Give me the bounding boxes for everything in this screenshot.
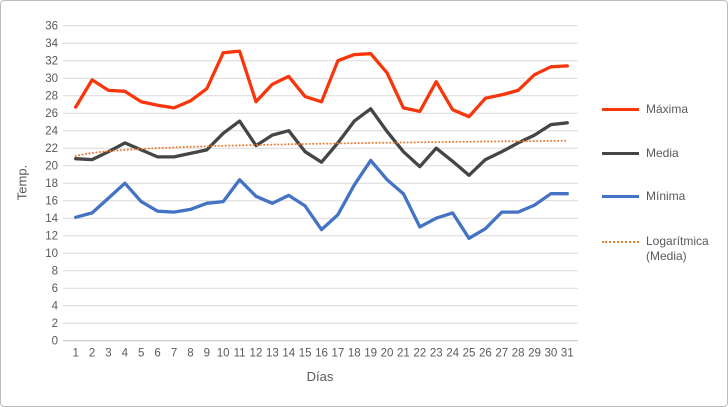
svg-text:13: 13 — [266, 348, 279, 360]
svg-text:21: 21 — [397, 348, 410, 360]
svg-text:7: 7 — [171, 348, 177, 360]
legend-label-maxima: Máxima — [646, 102, 689, 116]
svg-text:24: 24 — [446, 348, 459, 360]
legend-swatch-logaritmica-dotted-line — [602, 241, 639, 243]
legend-item-minima: Mínima — [602, 189, 726, 204]
legend-item-maxima: Máxima — [602, 102, 726, 117]
svg-text:28: 28 — [45, 91, 58, 103]
svg-text:10: 10 — [217, 348, 230, 360]
svg-text:6: 6 — [52, 283, 58, 295]
svg-text:0: 0 — [52, 336, 58, 348]
svg-text:4: 4 — [52, 301, 59, 313]
svg-text:14: 14 — [45, 213, 58, 225]
svg-text:4: 4 — [122, 348, 129, 360]
svg-text:20: 20 — [381, 348, 394, 360]
svg-text:23: 23 — [430, 348, 443, 360]
svg-text:8: 8 — [187, 348, 193, 360]
svg-text:26: 26 — [479, 348, 492, 360]
legend-label-logaritmica: Logarítmica (Media) — [646, 234, 709, 263]
legend-swatch-minima-line — [602, 195, 639, 198]
svg-text:20: 20 — [45, 161, 58, 173]
svg-text:25: 25 — [463, 348, 476, 360]
svg-text:5: 5 — [138, 348, 144, 360]
svg-text:12: 12 — [45, 231, 58, 243]
svg-text:22: 22 — [413, 348, 426, 360]
svg-text:30: 30 — [545, 348, 558, 360]
svg-text:18: 18 — [45, 178, 58, 190]
svg-text:29: 29 — [528, 348, 541, 360]
svg-text:9: 9 — [204, 348, 210, 360]
svg-text:14: 14 — [282, 348, 295, 360]
legend-swatch-media-line — [602, 152, 639, 155]
svg-text:16: 16 — [45, 196, 58, 208]
x-axis-tick-labels: 1 2 3 4 5 6 7 8 9 10 11 12 13 14 15 16 17 18 19 20 21 22 23 24 2… — [72, 348, 573, 360]
svg-text:24: 24 — [45, 126, 58, 138]
svg-text:18: 18 — [348, 348, 361, 360]
svg-text:2: 2 — [52, 318, 58, 330]
series-line-1 — [74, 107, 569, 177]
svg-text:3: 3 — [105, 348, 111, 360]
legend-label-media: Media — [646, 146, 679, 160]
svg-text:27: 27 — [495, 348, 508, 360]
svg-text:17: 17 — [331, 348, 344, 360]
series-line-0 — [74, 49, 569, 119]
svg-text:16: 16 — [315, 348, 328, 360]
legend-swatch-maxima-line — [602, 108, 639, 111]
svg-text:28: 28 — [512, 348, 525, 360]
legend-label-minima: Mínima — [646, 189, 686, 203]
y-axis-title: Temp. — [14, 164, 30, 201]
svg-text:6: 6 — [154, 348, 160, 360]
svg-text:26: 26 — [45, 108, 58, 120]
svg-text:32: 32 — [45, 56, 58, 68]
svg-text:12: 12 — [250, 348, 263, 360]
svg-text:36: 36 — [45, 21, 58, 33]
legend-item-media: Media — [602, 146, 726, 161]
svg-text:1: 1 — [72, 348, 78, 360]
svg-text:31: 31 — [561, 348, 574, 360]
gridlines — [63, 25, 578, 342]
x-axis-title: Días — [306, 369, 334, 384]
svg-text:2: 2 — [89, 348, 95, 360]
chart-legend: Máxima Media Mínima Logarítmica (Media) — [602, 0, 726, 407]
svg-text:19: 19 — [364, 348, 377, 360]
legend-item-logaritmica: Logarítmica (Media) — [602, 234, 726, 264]
series-line-2 — [74, 158, 569, 240]
svg-text:10: 10 — [45, 248, 58, 260]
svg-text:8: 8 — [52, 266, 58, 278]
svg-text:15: 15 — [299, 348, 312, 360]
trendline-logaritmica — [74, 139, 569, 158]
svg-text:22: 22 — [45, 143, 58, 155]
svg-text:11: 11 — [234, 348, 246, 360]
svg-text:30: 30 — [45, 73, 58, 85]
svg-text:34: 34 — [45, 38, 58, 50]
